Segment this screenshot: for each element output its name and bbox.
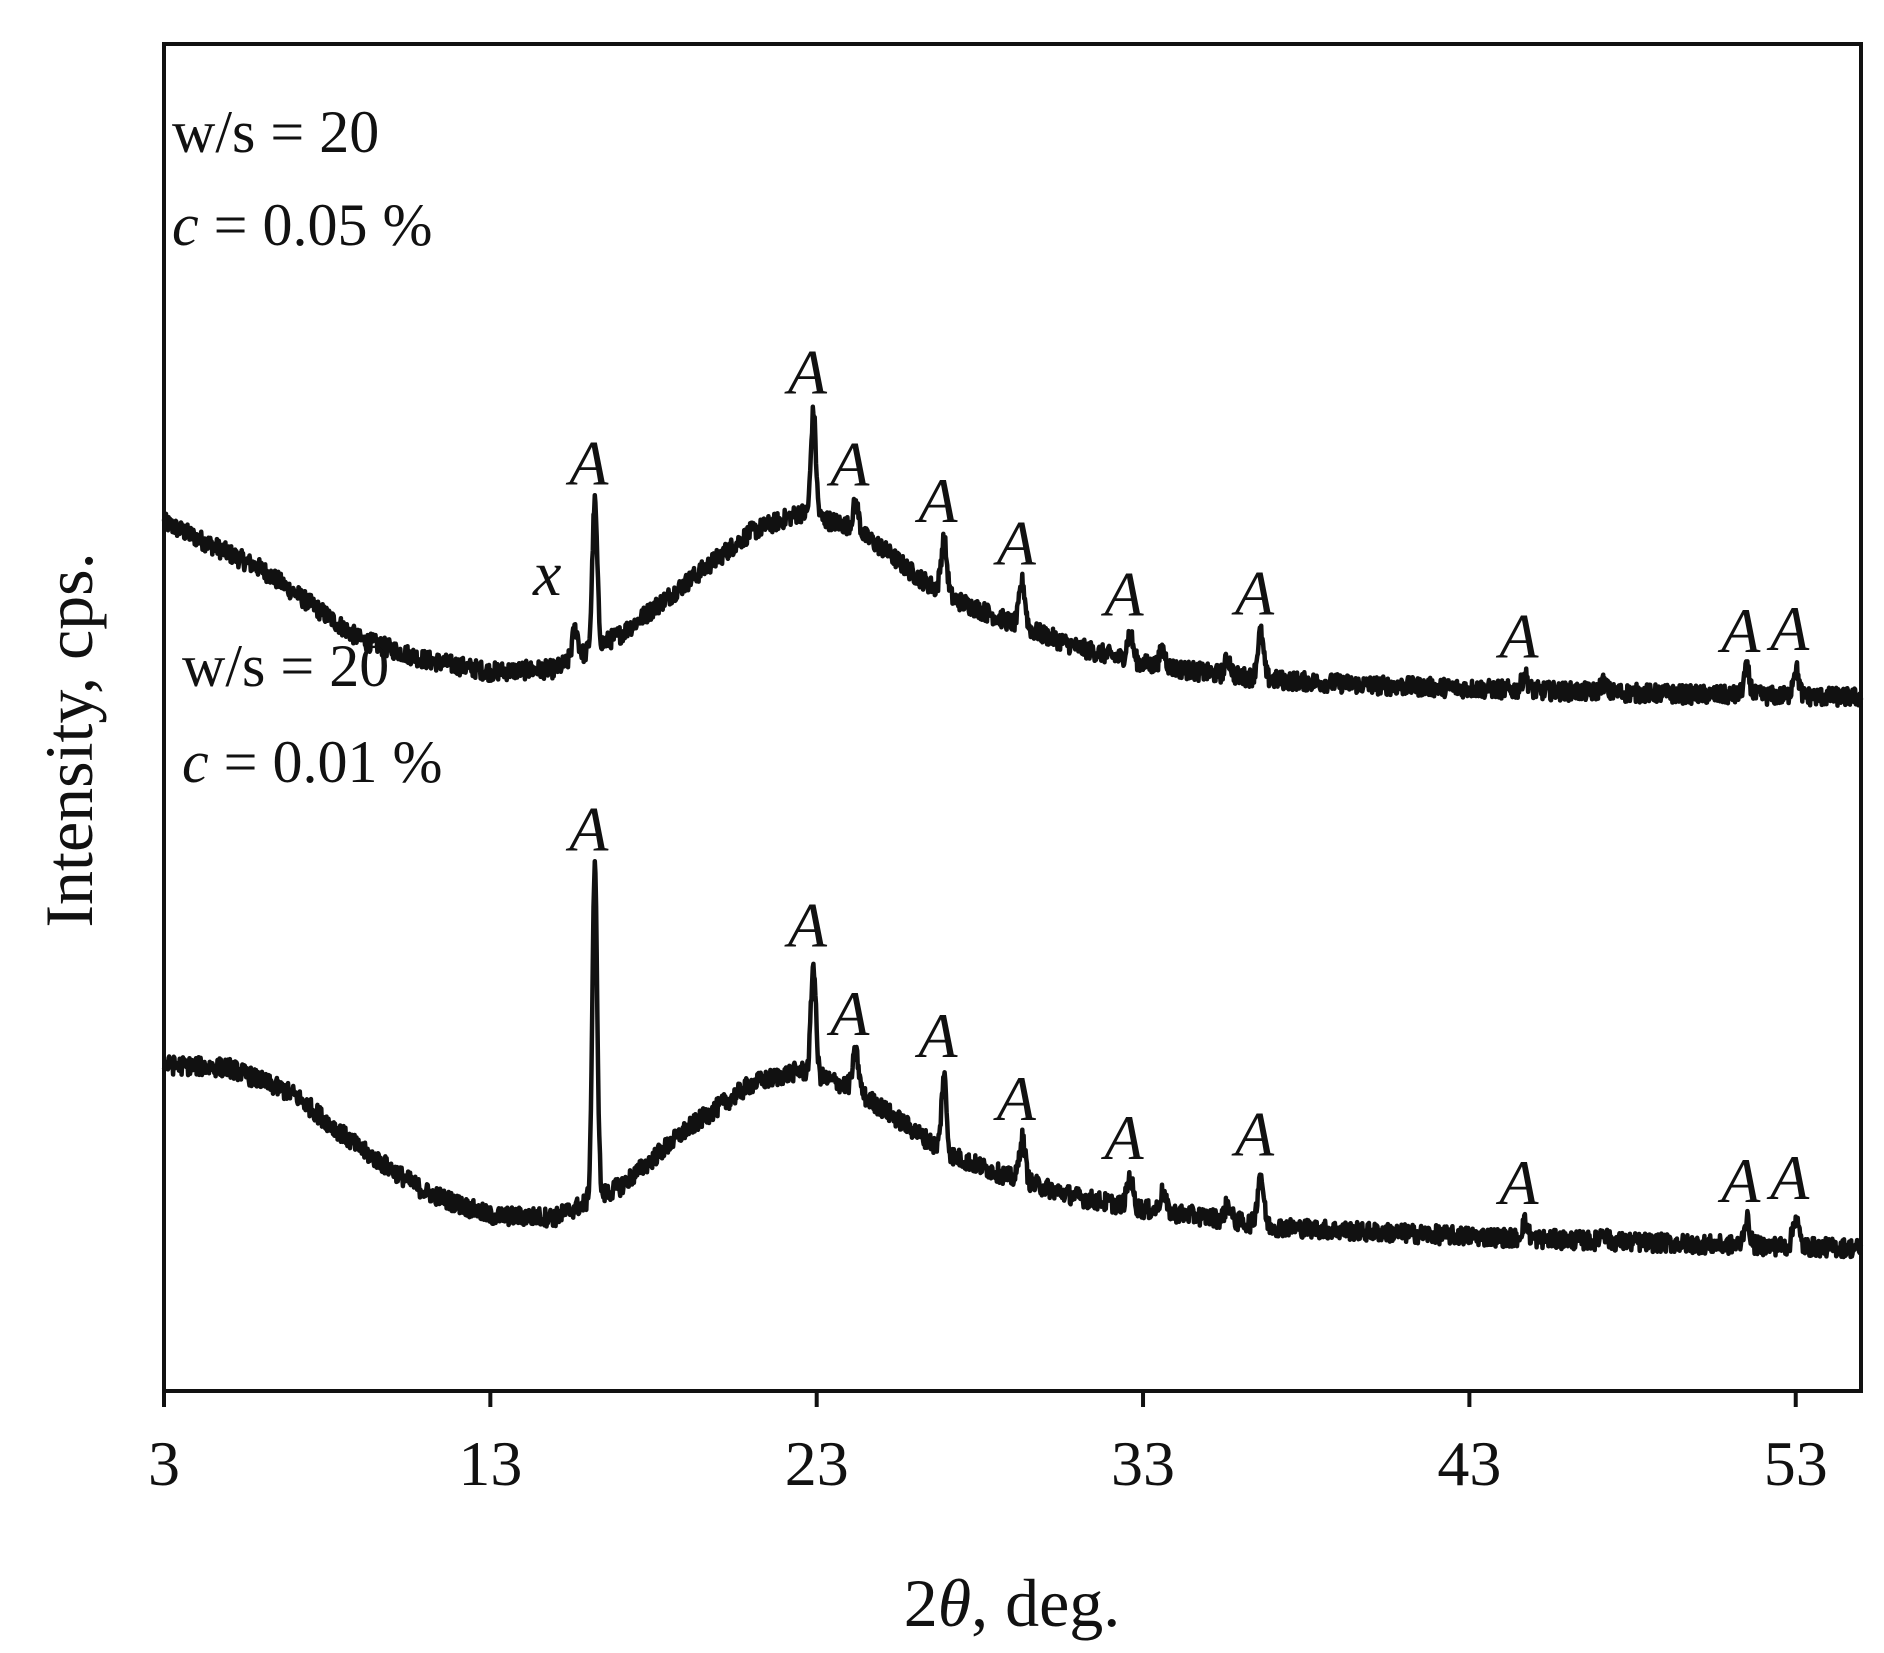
x-tick-label: 33 (1111, 1428, 1175, 1499)
peak-label: A (1495, 1147, 1539, 1218)
series-2-annotation-line2: c = 0.01 % (182, 729, 442, 795)
x-tick-label: 53 (1764, 1428, 1828, 1499)
x-tick-label: 23 (785, 1428, 849, 1499)
x-axis-title: 2θ, deg. (904, 1565, 1121, 1641)
peak-label: x (532, 538, 561, 609)
peak-label: A (1766, 593, 1810, 664)
series-2-annotation-rest: = 0.01 % (209, 729, 443, 795)
series-1-annotation-line1: w/s = 20 (172, 99, 379, 165)
peak-label: A (784, 336, 828, 407)
series-1-annotation-var: c (172, 192, 199, 258)
peak-label: A (1100, 1102, 1144, 1173)
peak-label: A (565, 794, 609, 865)
series-2-annotation-var: c (182, 729, 209, 795)
peak-label: A (1717, 1145, 1761, 1216)
x-ticks: 3 13 23 33 43 53 (148, 1391, 1828, 1499)
peak-label: A (1231, 558, 1275, 629)
x-tick-label: 43 (1437, 1428, 1501, 1499)
series-1-annotation-rest: = 0.05 % (199, 192, 433, 258)
x-axis-title-symbol: θ (938, 1565, 971, 1641)
peak-label: A (1100, 558, 1144, 629)
x-tick-label: 13 (458, 1428, 522, 1499)
peak-label: A (826, 429, 870, 500)
peak-label: A (914, 1000, 958, 1071)
series-1-annotation-line2: c = 0.05 % (172, 192, 432, 258)
y-axis-title: Intensity, cps. (31, 552, 107, 927)
peak-label: A (914, 465, 958, 536)
x-axis-title-prefix: 2 (904, 1565, 938, 1641)
x-axis-title-suffix: , deg. (971, 1565, 1120, 1641)
series-1-line (161, 404, 1864, 708)
peak-label: A (993, 507, 1037, 578)
peak-label: A (993, 1063, 1037, 1134)
x-tick-label: 3 (148, 1428, 180, 1499)
peak-label: A (1495, 600, 1539, 671)
peak-label: A (784, 889, 828, 960)
series-2-annotation-line1: w/s = 20 (182, 633, 389, 699)
peak-label: A (826, 978, 870, 1049)
plot-frame (162, 42, 1863, 1393)
peak-label: A (565, 428, 609, 499)
peak-label: A (1766, 1142, 1810, 1213)
peak-label: A (1231, 1099, 1275, 1170)
peak-label: A (1717, 595, 1761, 666)
series-group (161, 404, 1864, 1260)
series-2-line (161, 859, 1864, 1260)
